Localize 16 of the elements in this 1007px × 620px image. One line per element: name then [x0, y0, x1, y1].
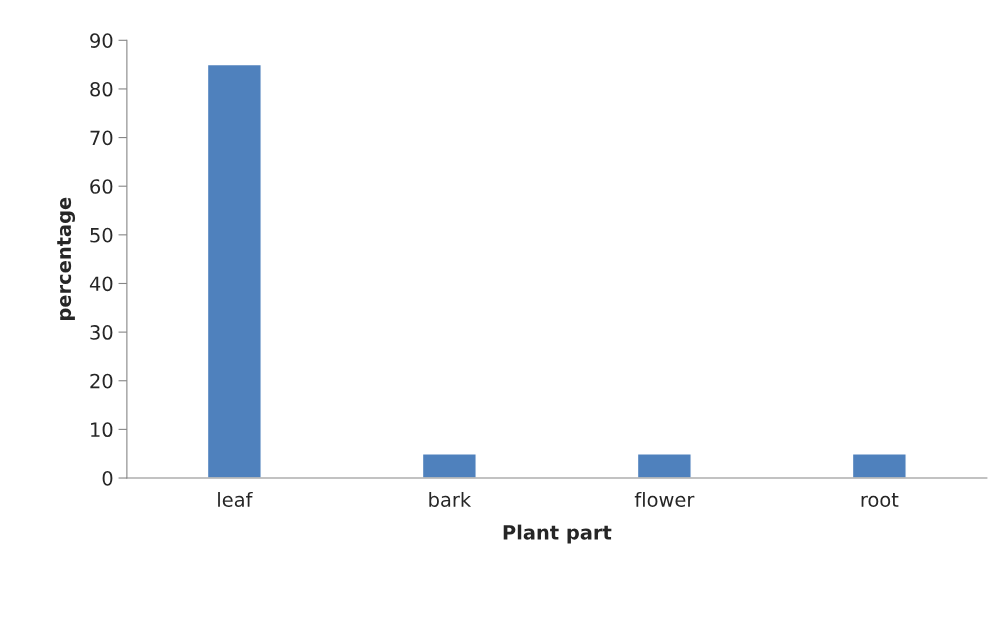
x-tick-label: leaf — [218, 491, 253, 507]
y-axis-title: percentage — [57, 197, 76, 320]
y-tick-label: 20 — [90, 373, 113, 389]
y-tick-label: 30 — [90, 325, 113, 340]
y-tick-label: 40 — [89, 276, 113, 292]
y-tick-label: 0 — [102, 470, 113, 486]
y-tick-label: 80 — [90, 81, 113, 97]
y-tick-label: 60 — [90, 179, 113, 194]
x-axis-title: Plant part — [503, 524, 612, 544]
x-tick-label: bark — [429, 491, 472, 507]
y-tick-label: 90 — [90, 33, 113, 48]
y-tick-label: 10 — [91, 422, 113, 438]
x-tick-label: flower — [634, 491, 695, 507]
y-tick-label: 50 — [90, 227, 113, 243]
x-tick-label: root — [861, 493, 899, 507]
y-tick-label: 70 — [90, 130, 113, 146]
